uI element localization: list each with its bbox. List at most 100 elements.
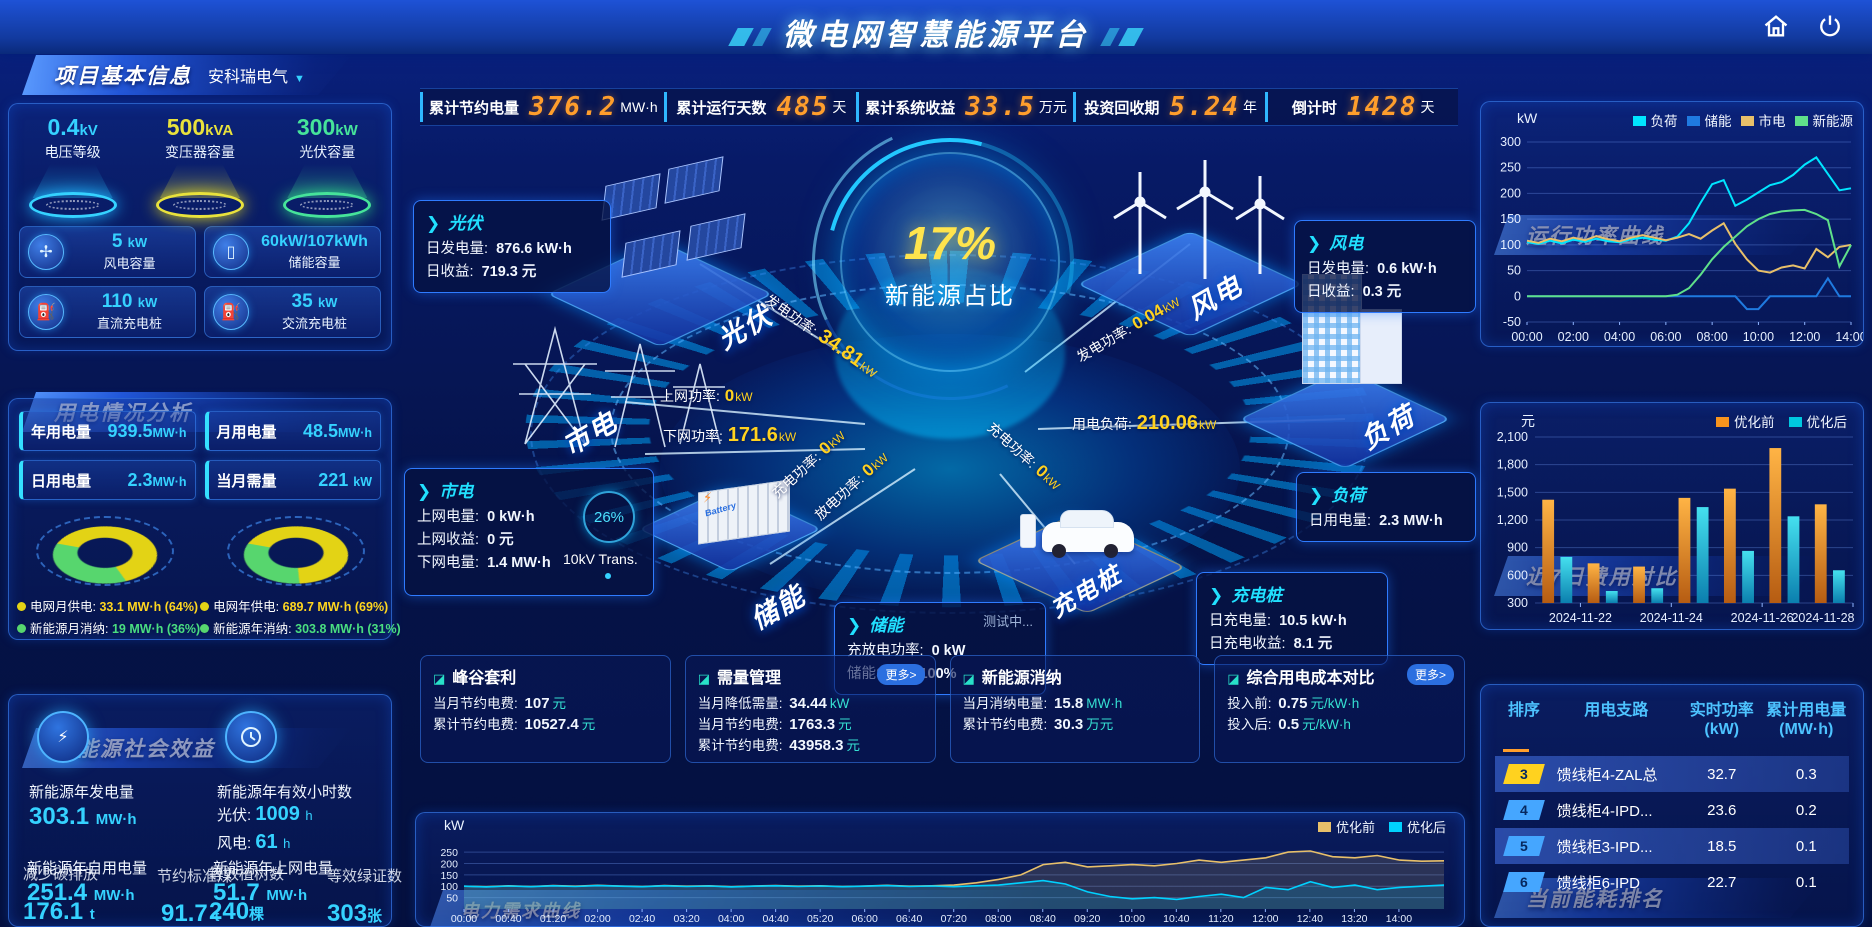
arrow-icon: ❯: [1307, 234, 1322, 253]
svg-text:300: 300: [1507, 596, 1528, 610]
top-header-bar: [0, 0, 1872, 54]
decor-slash: [1100, 28, 1121, 47]
pedestal-ring: [28, 192, 117, 218]
more-button[interactable]: 更多>: [1406, 664, 1454, 685]
pv-info-box: ❯ 光伏 日发电量: 876.6 kW·h 日收益: 719.3 元: [413, 200, 611, 293]
svg-text:2024-11-26: 2024-11-26: [1731, 611, 1794, 625]
svg-text:1,200: 1,200: [1497, 513, 1528, 527]
svg-text:50: 50: [446, 893, 458, 905]
to-grid-value: 51.7 MW·h: [213, 879, 308, 906]
wind-info-box: ❯ 风电 日发电量: 0.6 kW·h 日收益: 0.3 元: [1294, 220, 1476, 313]
svg-text:12:00: 12:00: [1252, 913, 1278, 925]
hours-label: 新能源年有效小时数: [217, 784, 353, 801]
co2-label: 减少碳排放: [23, 866, 99, 883]
table-row[interactable]: 6 馈线柜6-IPD 22.7 0.1: [1495, 864, 1849, 900]
arrow-icon: ❯: [1309, 486, 1324, 505]
table-row[interactable]: 3 馈线柜4-ZAL总 32.7 0.3: [1495, 756, 1849, 792]
self-use-label: 新能源年自用电量: [27, 860, 148, 877]
grid-info-box: ❯ 市电 上网电量: 0 kW·h 上网收益: 0 元 下网电量: 1.4 MW·…: [404, 468, 654, 596]
svg-text:04:00: 04:00: [1604, 330, 1635, 344]
decor-slash: [1118, 28, 1145, 47]
svg-text:12:40: 12:40: [1297, 913, 1323, 925]
svg-text:04:00: 04:00: [718, 913, 744, 925]
tree-label: 等效植树数: [209, 866, 285, 883]
svg-text:100: 100: [1500, 238, 1521, 252]
to-grid-label: 新能源年上网电量: [213, 860, 334, 877]
flow-load-use: 用电负荷: 210.06kW: [1072, 412, 1217, 434]
legend-grid-month: 电网月供电: 33.1 MW·h (64%): [17, 596, 200, 615]
demand-legend: 优化前 优化后: [1317, 817, 1446, 836]
card-storage-capacity: ▯ 60kW/107kWh 储能容量: [204, 226, 381, 278]
card-corner-icon: ◪: [433, 671, 446, 686]
svg-text:05:20: 05:20: [807, 913, 833, 925]
more-button[interactable]: 更多>: [877, 664, 925, 685]
stat-month-usage: 月用电量 48.5MW·h: [204, 411, 381, 451]
panel-social-benefit: ⚡ 新能源年发电量 303.1 MW·h 新能源年有效小时数 光伏: 1009 …: [8, 694, 402, 927]
wind-turbines: [1113, 160, 1285, 279]
svg-text:50: 50: [1507, 264, 1521, 278]
load-info-box: ❯ 负荷 日用电量: 2.3 MW·h: [1296, 472, 1476, 542]
legend-grid-year: 电网年供电: 689.7 MW·h (69%): [200, 596, 401, 615]
svg-text:0: 0: [1514, 289, 1521, 303]
stat-countdown: 倒计时 1428 天: [1265, 92, 1458, 122]
table-row[interactable]: 5 馈线柜3-IPD... 18.5 0.1: [1495, 828, 1849, 864]
page-title: 微电网智慧能源平台: [0, 10, 1872, 54]
svg-text:03:20: 03:20: [673, 913, 699, 925]
ac-charger-icon: ⛽: [213, 294, 249, 330]
new-energy-percent: 17%: [903, 217, 997, 269]
ranking-table: 排序 用电支路 实时功率 (kW) 累计用电量 (MW·h) 3 馈线柜4-ZAL总…: [1481, 685, 1863, 900]
svg-text:200: 200: [440, 858, 458, 870]
panel-header-project-info: 项目基本信息: [22, 55, 352, 95]
transformer-label: 10kV Trans.: [563, 551, 638, 567]
card-corner-icon: ◪: [697, 671, 711, 686]
wind-turbine-icon: ✢: [28, 234, 64, 270]
svg-text:12:00: 12:00: [1789, 330, 1820, 344]
svg-text:01:20: 01:20: [540, 913, 566, 925]
pedestal-pv-capacity: 300kW 光伏容量: [268, 114, 386, 218]
demand-y-unit: kW: [444, 817, 465, 833]
panel-project-info: 0.4kV 电压等级 500kVA 变压器容量 300kW 光伏容量 ✢ 5 k…: [8, 103, 392, 351]
svg-text:300: 300: [1500, 135, 1521, 149]
cost-legend: 优化前 优化后: [1716, 411, 1847, 431]
card-peak-valley-arbitrage: ◪ 峰谷套利 当月节约电费: 107 元 累计节约电费: 10527.4 元: [420, 655, 671, 763]
transmission-towers: [513, 325, 725, 448]
svg-text:04:40: 04:40: [762, 913, 788, 925]
company-dropdown[interactable]: 安科瑞电气 ▼: [208, 69, 305, 86]
arrow-icon: ❯: [847, 616, 862, 635]
decor-slash: [727, 28, 754, 47]
home-icon[interactable]: [1762, 12, 1790, 40]
power-icon[interactable]: [1816, 12, 1844, 40]
pedestal-transformer: 500kVA 变压器容量: [141, 114, 259, 218]
svg-text:1,800: 1,800: [1497, 458, 1528, 472]
battery-icon: ▯: [213, 234, 249, 270]
stat-day-usage: 日用电量 2.3MW·h: [19, 460, 196, 500]
pedestal-ring: [155, 192, 244, 218]
coal-label: 节约标准煤: [157, 868, 233, 885]
arrow-icon: ❯: [1209, 586, 1224, 605]
generation-icon: ⚡: [37, 711, 89, 763]
svg-text:150: 150: [1500, 212, 1521, 226]
lightning-icon: ⚡: [703, 489, 713, 506]
svg-text:08:00: 08:00: [985, 913, 1011, 925]
svg-text:600: 600: [1507, 568, 1528, 582]
charger-info-box: ❯ 充电桩 日充电量: 10.5 kW·h 日充电收益: 8.1 元: [1196, 572, 1388, 665]
card-cost-comparison: ◪ 综合用电成本对比 更多> 投入前: 0.75 元/kW·h 投入后: 0.5 元/…: [1214, 655, 1465, 763]
ev-car: [1042, 510, 1134, 558]
dot: [605, 573, 611, 579]
svg-text:200: 200: [1500, 186, 1521, 200]
svg-text:11:20: 11:20: [1208, 913, 1234, 925]
coal-value: 91.7 t: [161, 900, 220, 927]
svg-text:10:40: 10:40: [1163, 913, 1189, 925]
legend-new-year: 新能源年消纳: 303.8 MW·h (31%): [200, 618, 401, 637]
svg-text:02:00: 02:00: [584, 913, 610, 925]
panel-demand-curve: kW 优化前 优化后 50 100 150 200 250 00:00 00:40 01:20…: [415, 812, 1465, 927]
self-use-value: 251.4 MW·h: [27, 879, 135, 906]
svg-text:08:00: 08:00: [1697, 330, 1728, 344]
stat-run-days: 累计运行天数 485 天: [663, 92, 857, 122]
flow-lines: [624, 243, 1346, 565]
table-row[interactable]: 4 馈线柜4-IPD... 23.6 0.2: [1495, 792, 1849, 828]
svg-text:10:00: 10:00: [1743, 330, 1774, 344]
transformer-load-circle: 26%: [583, 491, 635, 543]
cert-value: 303张: [327, 900, 383, 927]
